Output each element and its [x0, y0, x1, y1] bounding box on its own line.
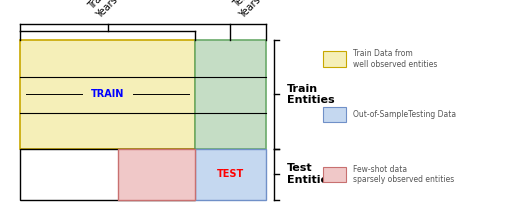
Bar — [195, 149, 266, 200]
Bar — [20, 40, 195, 149]
Text: Few-shot data
sparsely observed entities: Few-shot data sparsely observed entities — [353, 165, 455, 184]
Bar — [323, 51, 346, 67]
Bar — [20, 149, 195, 200]
Bar — [323, 166, 346, 182]
Bar — [118, 149, 195, 200]
Text: Test
Years: Test Years — [229, 0, 263, 20]
Bar — [195, 40, 266, 149]
Bar — [323, 107, 346, 122]
Text: Train
Entities: Train Entities — [287, 83, 334, 105]
Text: TEST: TEST — [217, 169, 244, 179]
Text: TRAIN: TRAIN — [91, 89, 124, 99]
Text: Test
Entities: Test Entities — [287, 163, 334, 185]
Text: Out-of-SampleTesting Data: Out-of-SampleTesting Data — [353, 110, 456, 119]
Text: Train Data from
well observed entities: Train Data from well observed entities — [353, 49, 438, 69]
Text: Train
Years: Train Years — [86, 0, 119, 20]
